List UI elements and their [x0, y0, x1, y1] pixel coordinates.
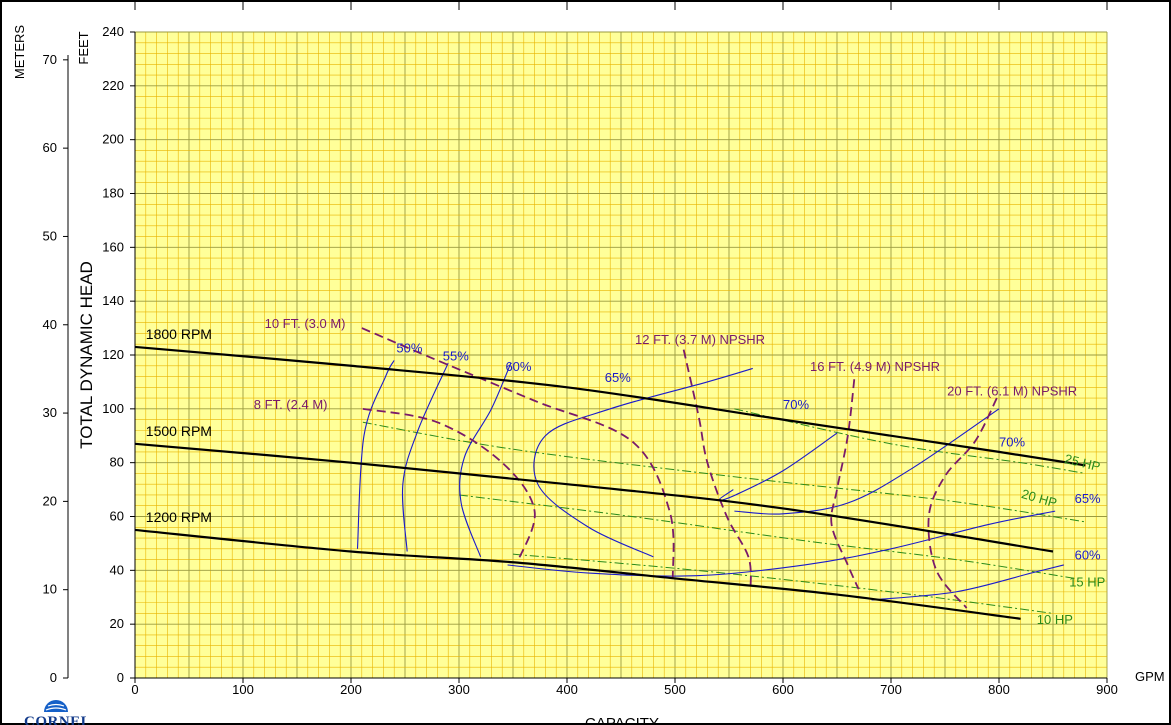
efficiency-curve	[533, 367, 753, 558]
npshr-curve	[830, 379, 860, 590]
y-tick-label: 20	[110, 616, 124, 631]
rpm-label: 1800 RPM	[146, 326, 212, 342]
x-tick-label: 900	[1096, 682, 1118, 697]
y-tick-label: 100	[102, 401, 124, 416]
hp-line	[362, 421, 1086, 523]
y-tick-label: 80	[110, 455, 124, 470]
x-tick-label: 0	[131, 682, 138, 697]
x-tick-label: 500	[664, 682, 686, 697]
meters-tick-label: 20	[43, 493, 57, 508]
rpm-curve	[134, 442, 1054, 553]
efficiency-label: 65%	[605, 370, 631, 385]
plot-area	[134, 31, 1108, 679]
x-tick-label: 300	[448, 682, 470, 697]
rpm-label: 1200 RPM	[146, 509, 212, 525]
npshr-curve	[362, 407, 536, 563]
y-tick-label: 220	[102, 78, 124, 93]
meters-tick-label: 60	[43, 140, 57, 155]
efficiency-label: 65%	[1075, 491, 1101, 506]
x-axis-title: CAPACITY	[585, 715, 659, 725]
series-layer	[134, 327, 1086, 620]
x-tick-label: 600	[772, 682, 794, 697]
rpm-label: 1500 RPM	[146, 423, 212, 439]
axes: 0 100 200 300 400 500 600 700 800 900020406080100…	[43, 24, 1118, 697]
efficiency-label: 60%	[505, 359, 531, 374]
y-tick-label: 240	[102, 24, 124, 39]
x-tick-label: 400	[556, 682, 578, 697]
logo-text: CORNELL	[24, 714, 88, 725]
x-tick-label: 200	[340, 682, 362, 697]
hp-line	[458, 494, 1075, 579]
y-axis-unit-meters: METERS	[12, 25, 27, 80]
y-tick-label: 0	[117, 670, 124, 685]
efficiency-curve	[734, 408, 1000, 515]
annotation-layer: 1800 RPM 1500 RPM 1200 RPM 50% 55% 60% 65% 70% 7…	[146, 316, 1106, 627]
y-tick-label: 160	[102, 239, 124, 254]
efficiency-label: 70%	[783, 397, 809, 412]
hp-line	[734, 408, 1086, 474]
x-axis-unit: GPM	[1135, 669, 1165, 684]
npshr-label: 16 FT. (4.9 M) NPSHR	[810, 359, 940, 374]
y-axis-unit-feet: FEET	[76, 31, 91, 64]
efficiency-label: 55%	[443, 348, 469, 363]
rpm-curve	[134, 528, 1021, 620]
npshr-label: 12 FT. (3.7 M) NPSHR	[635, 332, 765, 347]
efficiency-curve	[871, 564, 1064, 601]
y-tick-label: 180	[102, 186, 124, 201]
npshr-curve	[361, 327, 675, 579]
meters-tick-label: 10	[43, 582, 57, 597]
x-tick-label: 700	[880, 682, 902, 697]
top-axis-ticks	[134, 2, 1108, 10]
cornell-logo: CORNELL	[24, 690, 88, 725]
npshr-label: 20 FT. (6.1 M) NPSHR	[947, 383, 1077, 398]
y-axis-title: TOTAL DYNAMIC HEAD	[77, 261, 96, 449]
hp-label: 10 HP	[1037, 612, 1073, 627]
y-tick-label: 60	[110, 509, 124, 524]
npshr-label: 8 FT. (2.4 M)	[254, 397, 328, 412]
meters-tick-label: 50	[43, 228, 57, 243]
efficiency-curve	[401, 362, 449, 552]
efficiency-label: 70%	[999, 435, 1025, 450]
x-tick-label: 800	[988, 682, 1010, 697]
x-tick-label: 100	[232, 682, 254, 697]
npshr-label: 10 FT. (3.0 M)	[265, 316, 346, 331]
efficiency-curve	[507, 510, 1056, 577]
meters-tick-label: 30	[43, 405, 57, 420]
efficiency-curve	[717, 432, 838, 502]
meters-tick-label: 40	[43, 317, 57, 332]
y-tick-label: 40	[110, 562, 124, 577]
rpm-curve	[134, 345, 1086, 467]
npshr-curve	[927, 397, 998, 609]
efficiency-label: 60%	[1075, 548, 1101, 563]
y-tick-label: 120	[102, 347, 124, 362]
meters-tick-label: 0	[50, 670, 57, 685]
logo-waves-icon	[44, 700, 68, 712]
y-tick-label: 140	[102, 293, 124, 308]
efficiency-label: 50%	[396, 340, 422, 355]
efficiency-curve	[459, 362, 512, 558]
hp-line	[512, 553, 1054, 614]
y-tick-label: 200	[102, 132, 124, 147]
hp-label: 15 HP	[1069, 574, 1105, 589]
meters-tick-label: 70	[43, 52, 57, 67]
